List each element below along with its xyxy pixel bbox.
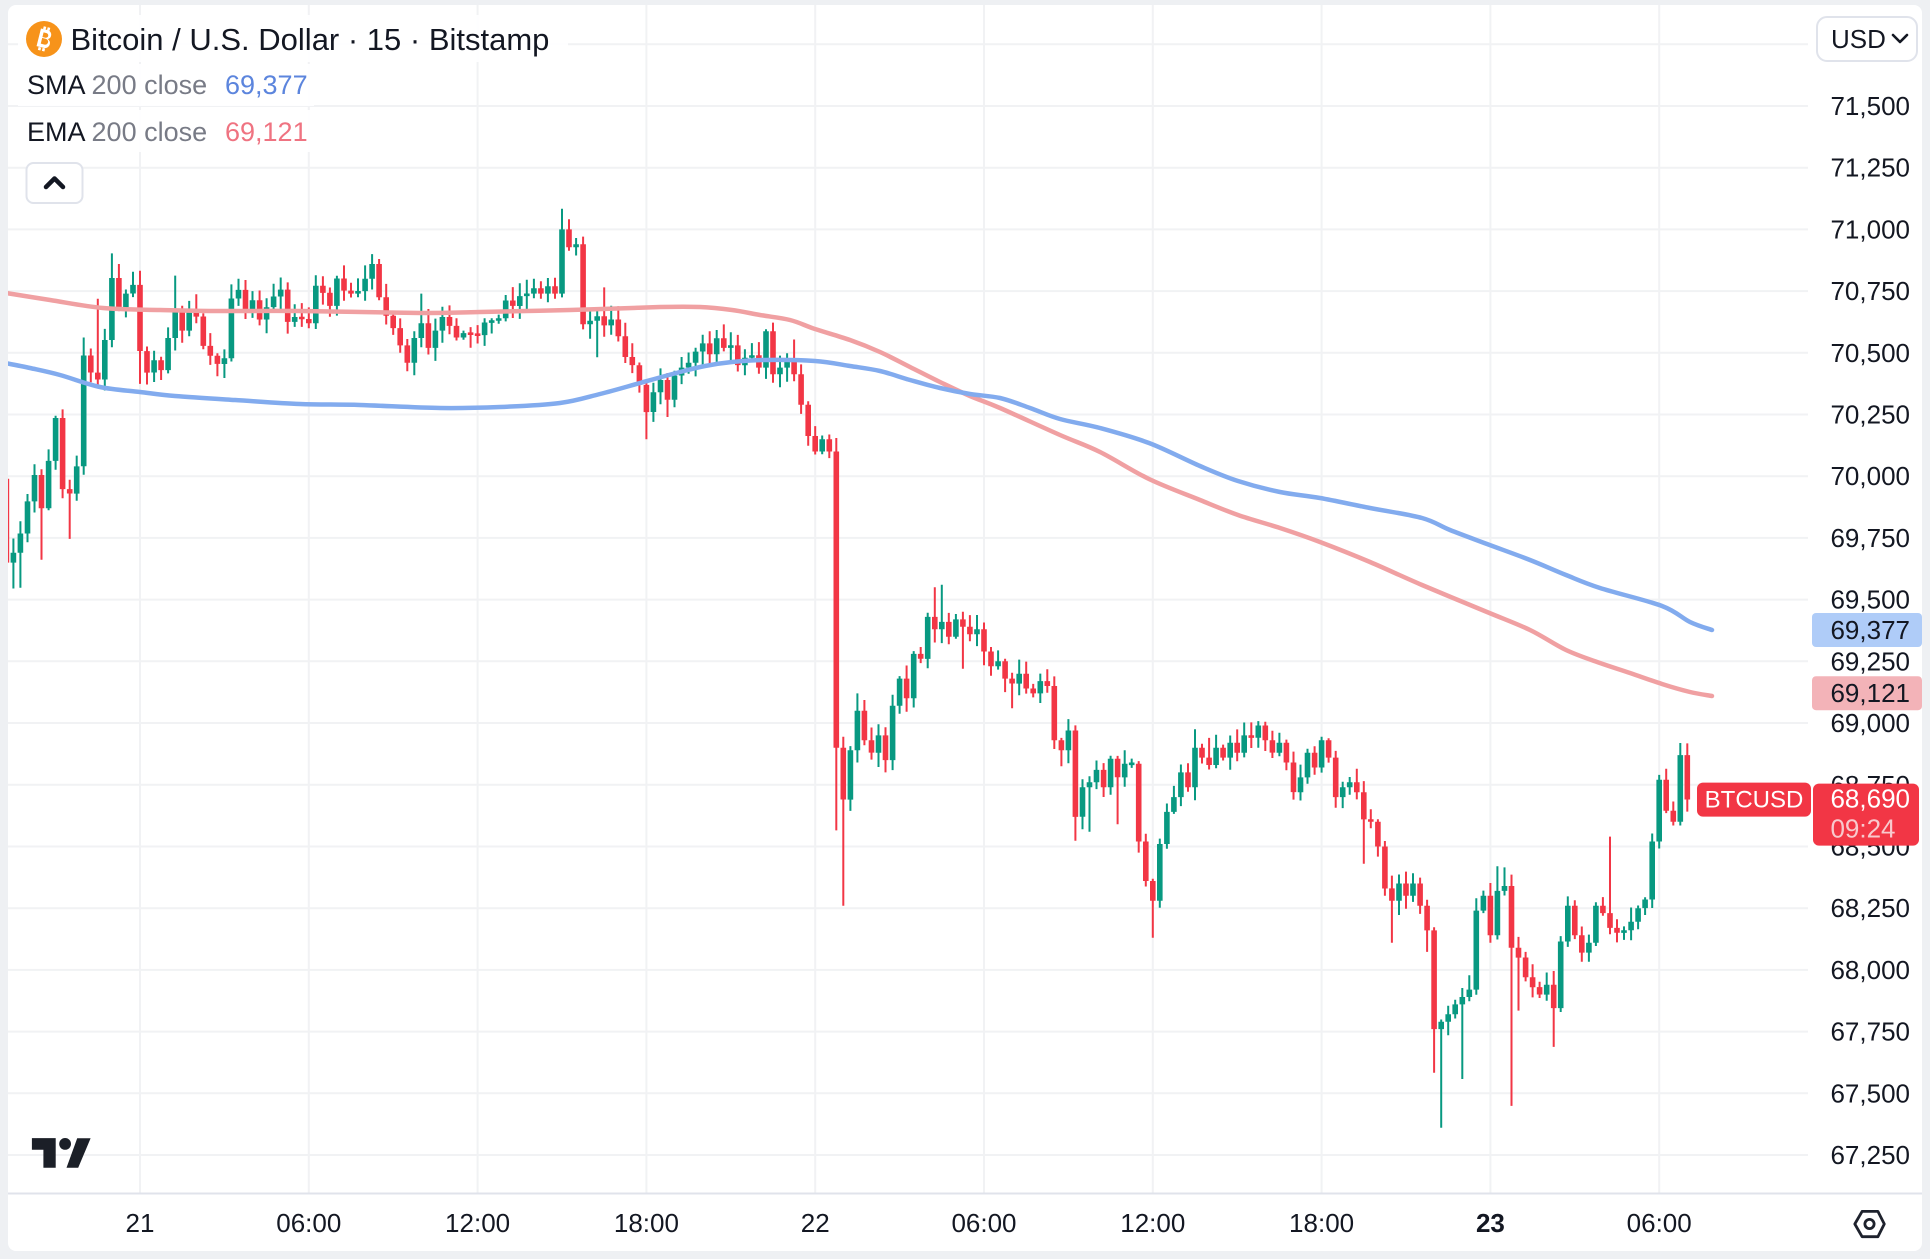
svg-text:Bitcoin / U.S. Dollar · 15 · B: Bitcoin / U.S. Dollar · 15 · Bitstamp (71, 22, 550, 57)
svg-text:69,121: 69,121 (225, 117, 308, 147)
svg-text:18:00: 18:00 (1289, 1208, 1354, 1238)
svg-text:12:00: 12:00 (1120, 1208, 1185, 1238)
svg-text:67,750: 67,750 (1830, 1017, 1910, 1047)
svg-text:EMA 200 close: EMA 200 close (27, 117, 207, 147)
svg-text:68,250: 68,250 (1830, 893, 1910, 923)
svg-text:69,500: 69,500 (1830, 585, 1910, 615)
svg-text:68,000: 68,000 (1830, 955, 1910, 985)
svg-text:BTCUSD: BTCUSD (1705, 787, 1804, 814)
svg-text:69,377: 69,377 (225, 70, 308, 100)
svg-text:06:00: 06:00 (1627, 1208, 1692, 1238)
svg-text:69,377: 69,377 (1830, 615, 1910, 645)
svg-text:70,000: 70,000 (1830, 461, 1910, 491)
svg-text:71,000: 71,000 (1830, 214, 1910, 244)
svg-text:USD: USD (1831, 24, 1886, 54)
svg-text:69,000: 69,000 (1830, 708, 1910, 738)
svg-text:06:00: 06:00 (276, 1208, 341, 1238)
svg-text:67,250: 67,250 (1830, 1140, 1910, 1170)
svg-text:23: 23 (1476, 1208, 1505, 1238)
svg-text:69,121: 69,121 (1830, 678, 1910, 708)
svg-text:71,250: 71,250 (1830, 153, 1910, 183)
svg-text:70,500: 70,500 (1830, 338, 1910, 368)
svg-text:21: 21 (126, 1208, 155, 1238)
svg-text:71,500: 71,500 (1830, 91, 1910, 121)
svg-text:06:00: 06:00 (951, 1208, 1016, 1238)
svg-text:68,690: 68,690 (1830, 784, 1910, 814)
svg-text:22: 22 (801, 1208, 830, 1238)
svg-text:70,750: 70,750 (1830, 276, 1910, 306)
svg-text:70,250: 70,250 (1830, 400, 1910, 430)
svg-text:12:00: 12:00 (445, 1208, 510, 1238)
svg-text:69,250: 69,250 (1830, 646, 1910, 676)
svg-text:69,750: 69,750 (1830, 523, 1910, 553)
svg-text:SMA 200 close: SMA 200 close (27, 70, 207, 100)
svg-text:18:00: 18:00 (614, 1208, 679, 1238)
svg-text:67,500: 67,500 (1830, 1078, 1910, 1108)
svg-text:09:24: 09:24 (1830, 814, 1895, 844)
